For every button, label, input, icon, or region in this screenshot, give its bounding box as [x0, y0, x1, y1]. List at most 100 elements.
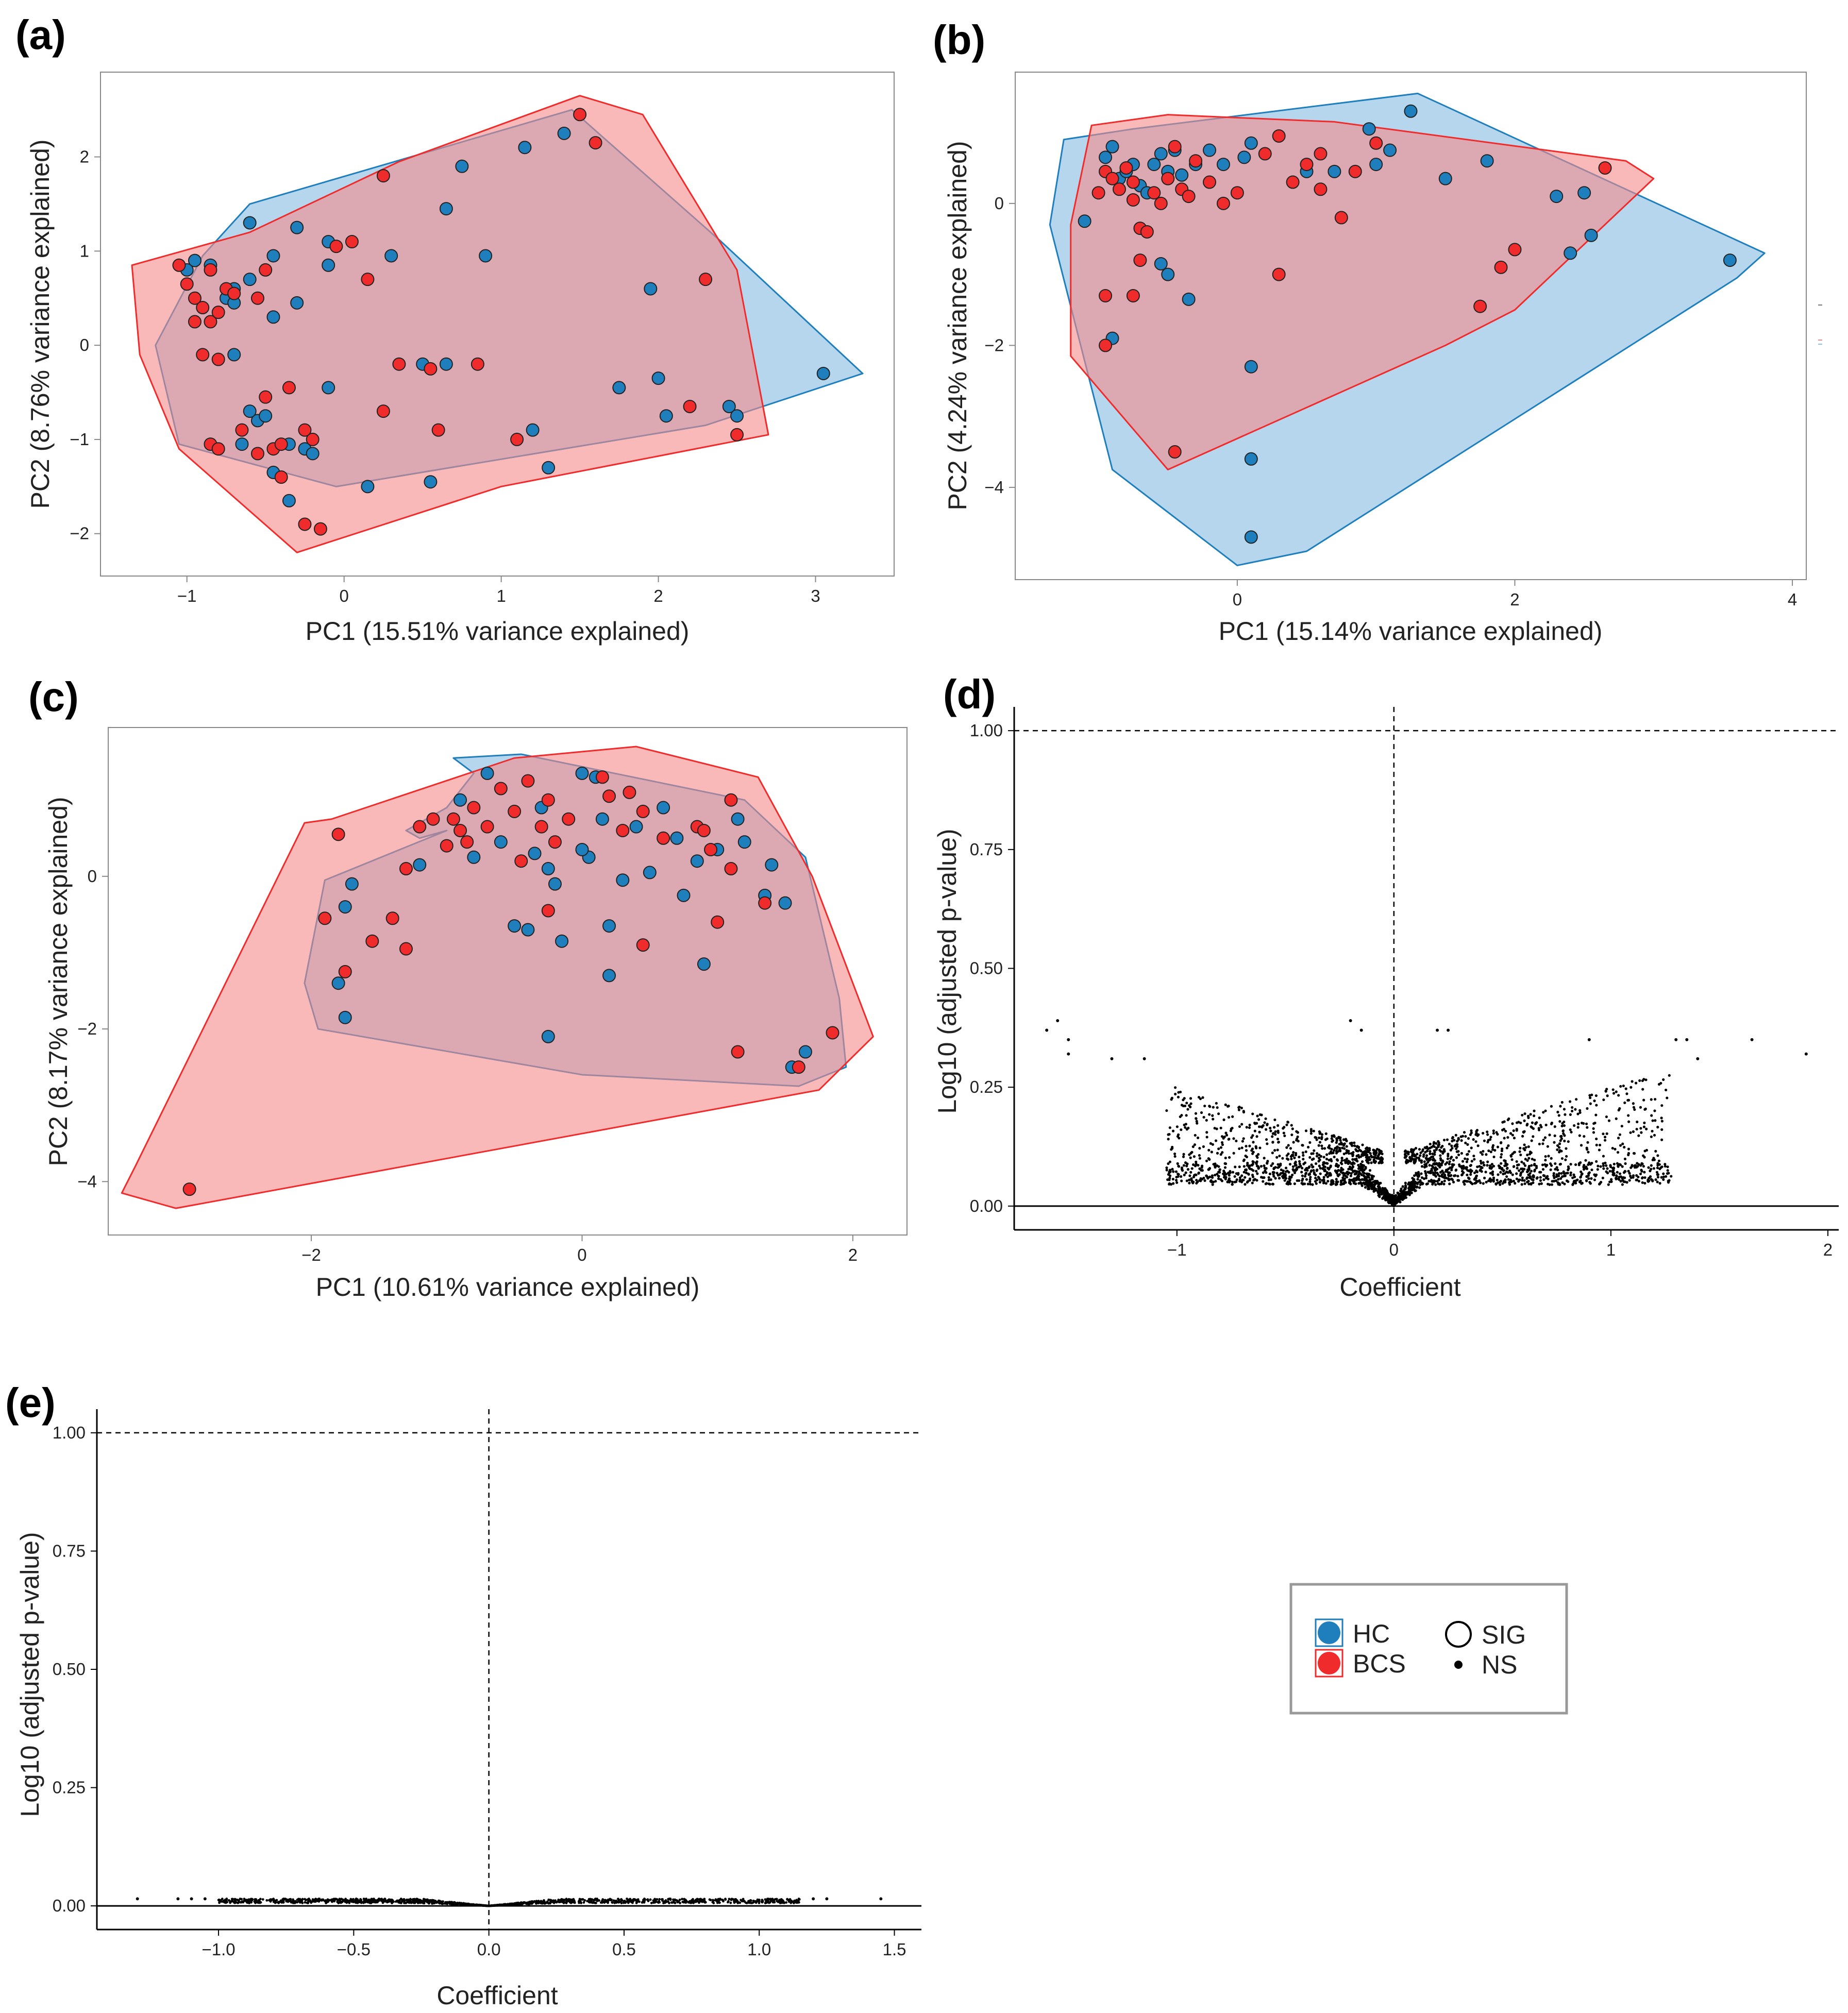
- data-point-bcs: [541, 793, 555, 807]
- ns-point: [1185, 1102, 1188, 1105]
- ns-point: [1245, 1171, 1248, 1175]
- ns-point: [1664, 1175, 1668, 1178]
- data-point-hc: [480, 766, 494, 780]
- ns-point: [1523, 1182, 1526, 1186]
- ns-point: [1335, 1170, 1338, 1173]
- ns-point: [1217, 1174, 1220, 1178]
- ns-point: [1198, 1179, 1201, 1182]
- ns-point: [1612, 1162, 1616, 1165]
- ns-point: [1439, 1171, 1442, 1174]
- ns-point: [1587, 1172, 1590, 1175]
- data-point-hc: [290, 221, 304, 234]
- ns-point: [301, 1902, 304, 1904]
- ns-point: [1523, 1168, 1526, 1171]
- ns-point: [1652, 1167, 1656, 1170]
- ns-point: [1448, 1162, 1451, 1165]
- ns-point: [1182, 1164, 1185, 1167]
- ns-point: [1431, 1155, 1435, 1158]
- ns-point: [1338, 1148, 1341, 1152]
- ns-point: [1532, 1135, 1535, 1138]
- ns-point: [441, 1902, 444, 1905]
- ns-point: [233, 1900, 237, 1902]
- ns-point: [1451, 1164, 1454, 1167]
- y-tick-label: 0.25: [970, 1077, 1003, 1096]
- data-point-bcs: [1494, 260, 1508, 274]
- ns-point: [541, 1901, 544, 1904]
- ns-point: [611, 1901, 614, 1904]
- ns-point: [1290, 1133, 1293, 1137]
- ns-point: [1461, 1166, 1465, 1170]
- data-point-bcs: [250, 447, 264, 461]
- y-tick-label: −2: [984, 335, 1004, 354]
- ns-point: [1578, 1134, 1581, 1137]
- ns-point: [1418, 1186, 1421, 1189]
- ns-point: [1246, 1181, 1249, 1184]
- ns-point: [716, 1901, 719, 1904]
- ns-point: [1214, 1139, 1218, 1142]
- data-point-hc: [602, 969, 616, 983]
- ns-point: [1557, 1172, 1561, 1175]
- ns-point: [1416, 1178, 1419, 1181]
- ns-point: [1582, 1165, 1585, 1169]
- ns-point: [1362, 1171, 1365, 1174]
- ns-point: [1452, 1180, 1455, 1183]
- ns-point: [1205, 1159, 1208, 1162]
- panel-a: (a) PC1 (15.51% variance explained) PC2 …: [15, 12, 895, 646]
- ns-point: [1532, 1174, 1535, 1177]
- ns-point: [1627, 1098, 1631, 1102]
- ns-point: [1067, 1052, 1070, 1056]
- ns-point: [1504, 1178, 1507, 1181]
- ns-point: [1438, 1162, 1441, 1165]
- ns-point: [650, 1902, 653, 1904]
- ns-point: [1520, 1171, 1523, 1174]
- ns-point: [1413, 1148, 1416, 1152]
- ns-point: [1464, 1157, 1467, 1160]
- ns-point: [1276, 1129, 1280, 1132]
- ns-point: [1643, 1181, 1647, 1185]
- ns-point: [1283, 1179, 1286, 1182]
- ns-point: [1255, 1135, 1258, 1138]
- ns-point: [1530, 1170, 1533, 1173]
- ns-point: [1325, 1157, 1329, 1161]
- ns-point: [1614, 1147, 1617, 1151]
- ns-point: [1553, 1125, 1556, 1128]
- ns-point: [1641, 1181, 1644, 1184]
- ns-point: [724, 1898, 727, 1901]
- data-point-bcs: [1598, 161, 1612, 175]
- hull-bcs: [1070, 114, 1655, 470]
- ns-point: [1188, 1174, 1191, 1177]
- ns-point: [1338, 1173, 1341, 1176]
- ns-point: [1461, 1135, 1465, 1138]
- ns-point: [1304, 1169, 1307, 1172]
- ns-point: [1640, 1170, 1643, 1173]
- data-point-hc: [1383, 143, 1397, 157]
- ns-point: [1287, 1144, 1290, 1147]
- ns-point: [1265, 1182, 1268, 1185]
- ns-point: [1484, 1171, 1487, 1174]
- ns-point: [699, 1898, 702, 1901]
- data-point-bcs: [1147, 186, 1161, 200]
- ns-point: [1639, 1127, 1642, 1130]
- ns-point: [1167, 1138, 1170, 1141]
- ns-point: [1650, 1098, 1653, 1101]
- ns-point: [1429, 1142, 1432, 1146]
- ns-point: [1617, 1109, 1620, 1112]
- data-point-hc: [413, 858, 427, 872]
- ns-point: [1511, 1134, 1514, 1137]
- ns-point: [1544, 1109, 1547, 1112]
- ns-point: [1242, 1158, 1246, 1161]
- data-point-bcs: [204, 263, 217, 277]
- ns-point: [1294, 1160, 1297, 1163]
- x-tick-label: −0.5: [337, 1940, 371, 1959]
- panel-c-xlabel: PC1 (10.61% variance explained): [316, 1273, 700, 1301]
- ns-point: [1188, 1178, 1191, 1181]
- ns-point: [1240, 1174, 1244, 1177]
- ns-point: [1656, 1163, 1659, 1166]
- data-point-bcs: [616, 823, 630, 837]
- ns-point: [1266, 1162, 1269, 1165]
- ns-point: [593, 1901, 596, 1904]
- ns-point: [1455, 1156, 1458, 1159]
- ns-point: [1530, 1151, 1533, 1154]
- ns-point: [1238, 1105, 1241, 1109]
- ns-point: [1564, 1158, 1567, 1161]
